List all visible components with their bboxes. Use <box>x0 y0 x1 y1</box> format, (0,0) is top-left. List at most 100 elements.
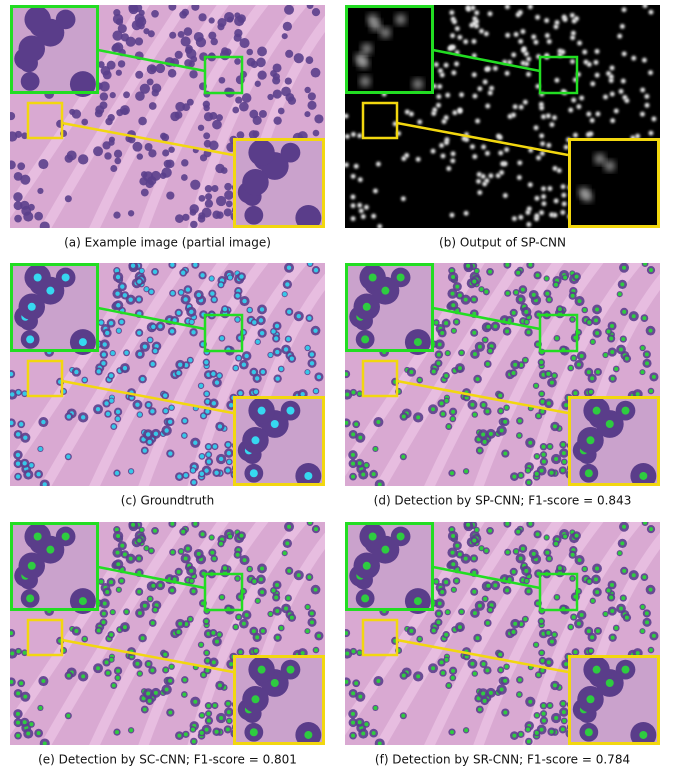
response <box>645 103 650 108</box>
nucleus <box>190 221 198 229</box>
detection-dot <box>310 611 314 615</box>
detection-dot <box>466 523 470 527</box>
response <box>482 182 487 187</box>
groundtruth-dot <box>248 308 252 312</box>
detection-dot <box>140 528 144 532</box>
groundtruth-dot <box>260 331 264 335</box>
detection-dot <box>240 534 244 538</box>
detection-dot <box>305 629 309 633</box>
detection-dot <box>478 345 482 349</box>
groundtruth-dot <box>16 461 20 465</box>
groundtruth-dot <box>242 362 246 366</box>
groundtruth-dot <box>252 320 256 324</box>
response <box>620 24 625 29</box>
groundtruth-dot <box>151 325 155 329</box>
nucleus <box>108 140 114 146</box>
detection-dot <box>532 552 536 556</box>
groundtruth-dot <box>228 275 232 279</box>
nucleus <box>239 102 249 112</box>
nucleus <box>110 92 116 98</box>
detection-dot <box>16 649 20 653</box>
nucleus <box>14 215 22 223</box>
detection-dot <box>112 684 116 688</box>
groundtruth-dot <box>83 378 87 382</box>
groundtruth-dot <box>191 468 195 472</box>
groundtruth-dot <box>43 482 47 486</box>
detection-dot <box>536 273 540 277</box>
detection-dot <box>548 704 552 708</box>
inset-dot <box>621 407 629 415</box>
groundtruth-dot <box>252 370 256 374</box>
detection-dot <box>207 704 211 708</box>
detection-dot <box>552 374 556 378</box>
detection-dot <box>535 454 539 458</box>
groundtruth-dot <box>74 370 78 374</box>
detection-dot <box>488 349 492 353</box>
groundtruth-dot <box>81 415 85 419</box>
nucleus <box>189 61 195 67</box>
detection-dot <box>525 320 529 324</box>
panel <box>0 253 350 496</box>
detection-dot <box>378 482 382 486</box>
groundtruth-dot <box>227 451 231 455</box>
detection-dot <box>138 611 142 615</box>
detection-dot <box>649 268 653 272</box>
panel-caption: (b) Output of SP-CNN <box>439 236 566 250</box>
detection-dot <box>168 711 172 715</box>
groundtruth-dot <box>116 275 120 279</box>
detection-dot <box>523 358 527 362</box>
response <box>481 174 486 179</box>
groundtruth-dot <box>140 269 144 273</box>
detection-dot <box>9 680 13 684</box>
groundtruth-dot <box>234 366 238 370</box>
inset-dot <box>639 472 647 480</box>
nucleus <box>314 114 323 123</box>
nucleus <box>249 110 258 119</box>
detection-dot <box>431 407 435 411</box>
response <box>434 62 439 67</box>
response <box>516 12 521 17</box>
detection-dot <box>480 287 484 291</box>
nucleus <box>135 71 143 79</box>
detection-dot <box>440 331 444 335</box>
response <box>561 193 566 198</box>
groundtruth-dot <box>182 433 186 437</box>
nucleus <box>272 76 280 84</box>
detection-dot <box>610 583 614 587</box>
detection-dot <box>524 569 528 573</box>
image <box>325 253 673 496</box>
detection-dot <box>444 580 448 584</box>
groundtruth-dot <box>116 417 120 421</box>
nucleus <box>237 131 245 139</box>
response <box>458 108 463 113</box>
detection-dot <box>117 588 121 592</box>
groundtruth-dot <box>290 356 294 360</box>
detection-dot <box>245 613 249 617</box>
detection-dot <box>116 534 120 538</box>
detection-dot <box>149 549 153 553</box>
detection-dot <box>123 552 127 556</box>
detection-dot <box>120 579 124 583</box>
detection-dot <box>485 409 489 413</box>
nucleus <box>252 130 259 137</box>
groundtruth-dot <box>146 403 150 407</box>
detection-dot <box>562 719 566 723</box>
response <box>357 203 362 208</box>
response <box>535 196 540 201</box>
nucleus <box>65 195 72 202</box>
detection-dot <box>373 706 377 710</box>
nucleus <box>212 211 220 219</box>
nucleus <box>81 119 88 126</box>
detection-dot <box>460 610 464 614</box>
panel <box>0 512 350 755</box>
detection-dot <box>572 615 576 619</box>
detection-dot <box>458 552 462 556</box>
groundtruth-dot <box>149 290 153 294</box>
detection-dot <box>536 532 540 536</box>
detection-dot <box>358 461 362 465</box>
detection-dot <box>401 714 405 718</box>
detection-dot <box>235 577 239 581</box>
groundtruth-dot <box>199 384 203 388</box>
detection-dot <box>611 636 615 640</box>
detection-dot <box>505 406 509 410</box>
